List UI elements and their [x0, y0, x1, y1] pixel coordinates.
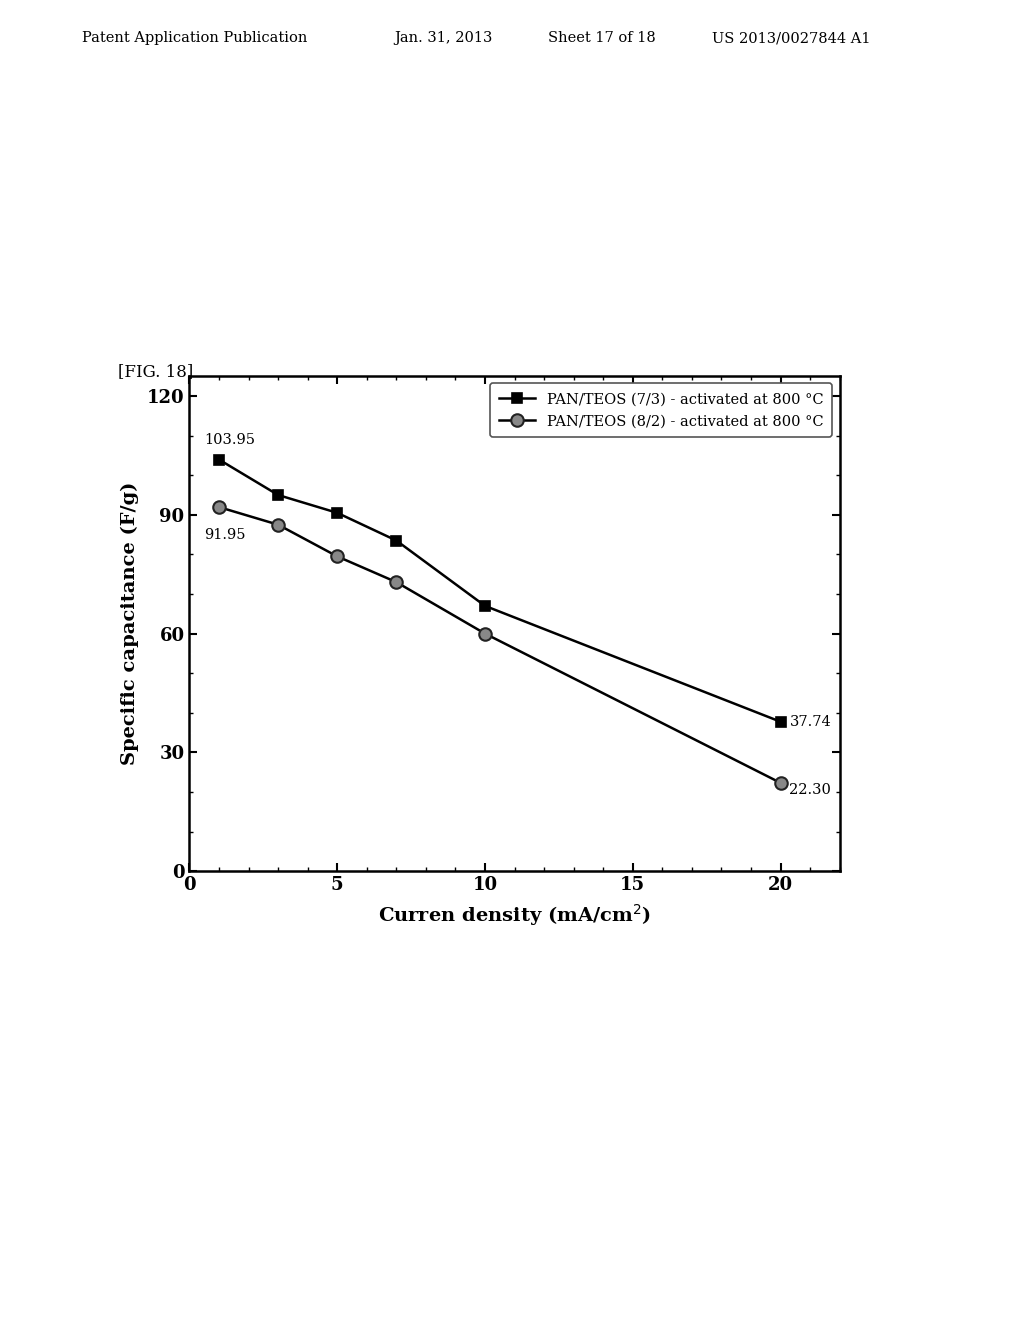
PAN/TEOS (7/3) - activated at 800 °C	[774, 714, 786, 730]
PAN/TEOS (7/3) - activated at 800 °C	[479, 598, 492, 614]
Legend: PAN/TEOS (7/3) - activated at 800 °C, PAN/TEOS (8/2) - activated at 800 °C: PAN/TEOS (7/3) - activated at 800 °C, PA…	[490, 384, 833, 437]
PAN/TEOS (8/2) - activated at 800 °C	[272, 516, 285, 532]
Text: Patent Application Publication: Patent Application Publication	[82, 32, 307, 45]
PAN/TEOS (8/2) - activated at 800 °C	[774, 775, 786, 791]
Text: 37.74: 37.74	[790, 714, 831, 729]
Text: Jan. 31, 2013: Jan. 31, 2013	[394, 32, 493, 45]
Text: 91.95: 91.95	[204, 528, 246, 541]
PAN/TEOS (7/3) - activated at 800 °C	[272, 487, 285, 503]
PAN/TEOS (7/3) - activated at 800 °C	[331, 504, 343, 520]
Text: Sheet 17 of 18: Sheet 17 of 18	[548, 32, 655, 45]
Text: US 2013/0027844 A1: US 2013/0027844 A1	[712, 32, 870, 45]
PAN/TEOS (7/3) - activated at 800 °C	[390, 532, 402, 549]
PAN/TEOS (7/3) - activated at 800 °C	[213, 451, 225, 467]
Text: 103.95: 103.95	[204, 433, 255, 446]
Text: [FIG. 18]: [FIG. 18]	[118, 363, 193, 380]
X-axis label: Curren density (mA/cm$^2$): Curren density (mA/cm$^2$)	[378, 903, 651, 928]
PAN/TEOS (8/2) - activated at 800 °C	[213, 499, 225, 515]
Line: PAN/TEOS (7/3) - activated at 800 °C: PAN/TEOS (7/3) - activated at 800 °C	[214, 454, 785, 726]
PAN/TEOS (8/2) - activated at 800 °C	[331, 548, 343, 564]
Y-axis label: Specific capacitance (F/g): Specific capacitance (F/g)	[121, 482, 138, 766]
Text: 22.30: 22.30	[790, 783, 831, 797]
Line: PAN/TEOS (8/2) - activated at 800 °C: PAN/TEOS (8/2) - activated at 800 °C	[213, 500, 786, 789]
PAN/TEOS (8/2) - activated at 800 °C	[479, 626, 492, 642]
PAN/TEOS (8/2) - activated at 800 °C	[390, 574, 402, 590]
